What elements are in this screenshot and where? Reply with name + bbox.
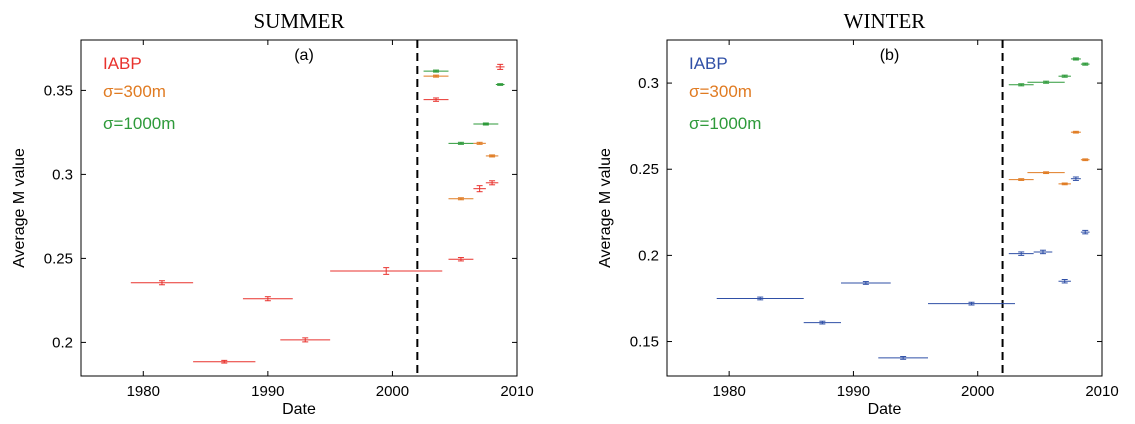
panel-label: (b) <box>880 47 900 64</box>
data-point <box>242 296 293 302</box>
legend-entry: σ=300m <box>103 82 166 101</box>
data-point <box>423 74 449 78</box>
chart-title: SUMMER <box>253 9 344 33</box>
x-tick-label: 2010 <box>500 383 533 400</box>
x-tick-label: 2010 <box>1085 383 1118 400</box>
data-point <box>448 141 474 145</box>
y-tick-label: 0.25 <box>630 161 659 178</box>
legend-entry: σ=1000m <box>103 114 175 133</box>
data-point <box>878 356 928 360</box>
panel-label: (a) <box>294 47 314 64</box>
data-point <box>1080 158 1090 162</box>
data-point <box>1033 249 1053 255</box>
data-point <box>448 197 474 201</box>
data-point <box>473 122 499 126</box>
data-point <box>1027 80 1065 84</box>
y-tick-label: 0.2 <box>52 334 73 351</box>
x-axis-label: Date <box>868 401 902 418</box>
legend-entry: IABP <box>103 54 142 73</box>
data-point <box>423 97 449 102</box>
y-tick-label: 0.3 <box>52 166 73 183</box>
y-tick-label: 0.2 <box>638 247 659 264</box>
data-point <box>485 180 499 186</box>
data-point <box>495 63 505 70</box>
data-point <box>1070 176 1081 181</box>
data-point <box>841 281 891 285</box>
data-point <box>193 359 256 364</box>
data-point <box>1008 178 1034 181</box>
data-point <box>448 257 474 262</box>
data-point <box>1058 74 1071 78</box>
chart-title: WINTER <box>844 9 926 33</box>
data-point <box>1008 251 1034 256</box>
data-point <box>473 185 486 193</box>
legend-entry: σ=300m <box>689 82 752 101</box>
x-tick-label: 1990 <box>251 383 284 400</box>
y-tick-label: 0.25 <box>44 250 73 267</box>
data-point <box>1058 279 1071 284</box>
y-axis-label: Average M value <box>11 148 28 268</box>
legend-entry: IABP <box>689 54 728 73</box>
plot-frame <box>80 39 518 377</box>
data-point <box>1070 130 1081 134</box>
chart-panel-winter: WINTER (b) 1980 1990 2000 2010 0.15 0.2 0.25 0.3 D… <box>597 9 1119 418</box>
data-point <box>1080 229 1090 235</box>
legend-entry: σ=1000m <box>689 114 761 133</box>
y-tick-label: 0.35 <box>44 82 73 99</box>
plot-frame <box>666 39 1103 377</box>
data-point <box>130 280 194 286</box>
data-point <box>330 267 443 275</box>
data-point <box>1027 171 1065 175</box>
x-tick-label: 2000 <box>961 383 994 400</box>
chart-panel-summer: SUMMER (a) 1980 1990 2000 2010 0.2 0.25 0.3 0.35 D… <box>11 9 534 418</box>
y-tick-label: 0.3 <box>638 75 659 92</box>
data-point <box>280 337 331 343</box>
data-point <box>423 69 449 73</box>
data-point <box>803 320 841 325</box>
x-axis-label: Date <box>282 401 316 418</box>
data-point <box>928 301 1015 306</box>
data-point <box>1070 57 1081 61</box>
x-tick-label: 1990 <box>837 383 870 400</box>
x-tick-label: 1980 <box>127 383 160 400</box>
y-axis-label: Average M value <box>597 148 614 268</box>
x-tick-label: 1980 <box>712 383 745 400</box>
y-tick-label: 0.15 <box>630 334 659 351</box>
data-point <box>485 154 499 158</box>
data-point <box>495 83 505 86</box>
data-point <box>473 141 486 145</box>
data-point <box>1008 83 1034 87</box>
data-point <box>716 296 804 301</box>
data-point <box>1058 182 1071 186</box>
data-point <box>1080 62 1090 66</box>
x-tick-label: 2000 <box>376 383 409 400</box>
